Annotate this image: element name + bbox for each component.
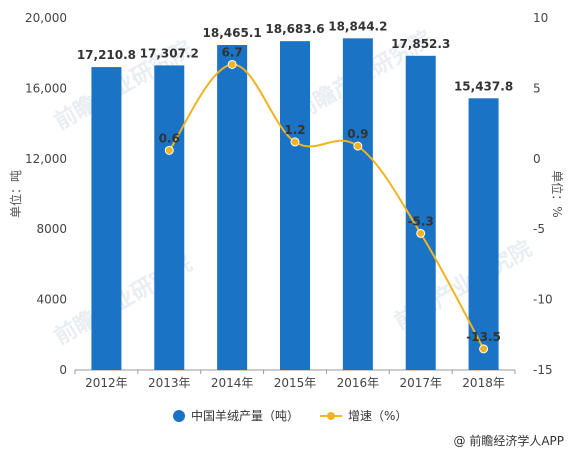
bar	[468, 98, 499, 370]
legend: 中国羊绒产量（吨） 增速（%）	[173, 408, 407, 423]
y-left-tick-label: 4000	[36, 293, 67, 307]
x-tick-label: 2018年	[462, 376, 505, 390]
bar	[342, 38, 373, 371]
bar	[405, 55, 436, 370]
growth-point	[290, 137, 300, 147]
growth-point	[479, 344, 489, 354]
y-left-axis-label: 单位：吨	[8, 170, 23, 218]
y-right-tick-label: -15	[533, 363, 553, 377]
growth-point	[416, 228, 426, 238]
source-text: @ 前瞻经济学人APP	[453, 434, 565, 448]
bar-value-label: 15,437.8	[454, 79, 513, 93]
x-tick-label: 2015年	[274, 376, 317, 390]
growth-value-label: 1.2	[284, 123, 305, 137]
y-right-axis-label: 单位：%	[550, 170, 565, 217]
bar-value-label: 17,307.2	[140, 46, 199, 60]
x-tick-label: 2013年	[148, 376, 191, 390]
bar-value-label: 18,844.2	[328, 19, 387, 33]
bar	[154, 65, 185, 370]
growth-point	[164, 145, 174, 155]
x-tick-label: 2016年	[337, 376, 380, 390]
bar-value-label: 17,210.8	[77, 48, 136, 62]
growth-value-label: -13.5	[466, 330, 501, 344]
x-tick-label: 2017年	[399, 376, 442, 390]
bar-value-label: 18,465.1	[203, 26, 262, 40]
y-right-tick-label: 0	[533, 152, 541, 166]
bar	[91, 67, 122, 371]
bar-value-label: 18,683.6	[265, 22, 324, 36]
growth-value-label: 6.7	[222, 45, 243, 59]
growth-point	[227, 59, 237, 69]
x-tick-label: 2014年	[211, 376, 254, 390]
legend-line-label: 增速（%）	[348, 409, 407, 423]
y-right-tick-label: -5	[533, 222, 545, 236]
bar-value-label: 17,852.3	[391, 37, 450, 51]
y-right-tick-label: 10	[533, 11, 548, 25]
y-right-tick-label: 5	[533, 81, 541, 95]
x-tick-label: 2012年	[85, 376, 128, 390]
y-left-tick-label: 12,000	[25, 152, 67, 166]
y-left-tick-label: 0	[59, 363, 67, 377]
growth-value-label: 0.9	[347, 127, 368, 141]
bar	[217, 45, 248, 370]
y-right-tick-label: -10	[533, 293, 553, 307]
legend-bar-label: 中国羊绒产量（吨）	[191, 408, 299, 423]
y-left-tick-label: 20,000	[25, 11, 67, 25]
growth-value-label: 0.6	[159, 131, 180, 145]
y-left-tick-label: 16,000	[25, 81, 67, 95]
legend-line-marker	[327, 412, 335, 420]
bars: 17,210.8 17,307.2 18,465.1 18,683.6 18,844.2…	[77, 19, 513, 371]
growth-line-path	[168, 63, 485, 350]
y-left-tick-label: 8000	[36, 222, 67, 236]
legend-bar-swatch	[173, 410, 185, 422]
bar	[280, 41, 310, 370]
growth-point	[353, 141, 363, 151]
growth-value-label: -5.3	[408, 214, 434, 228]
growth-line: 0.6 6.7 1.2 0.9 -5.3 -13.5	[159, 45, 501, 354]
